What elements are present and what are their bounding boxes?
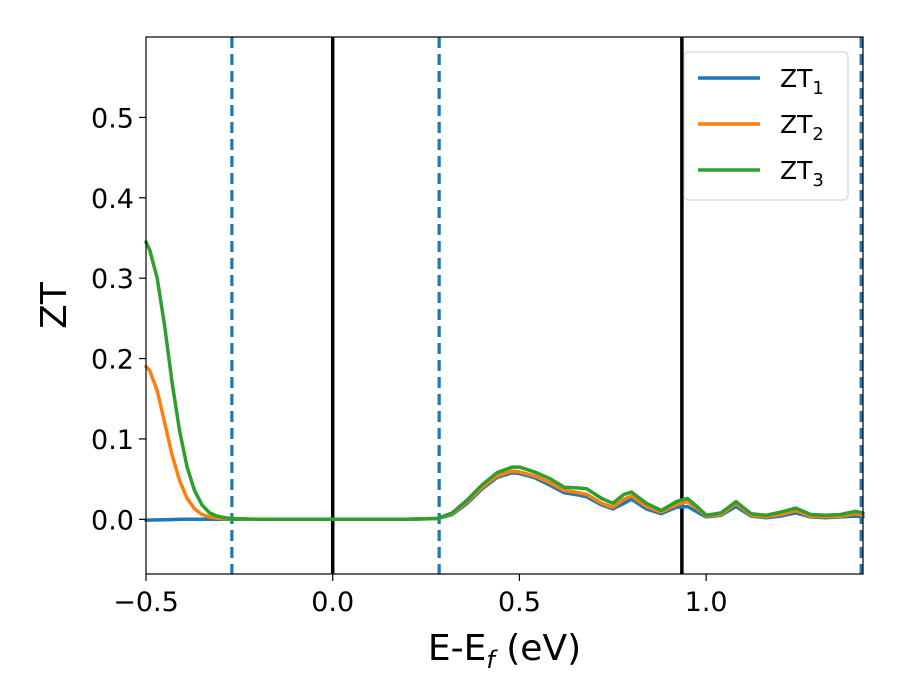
series-lines bbox=[144, 240, 865, 522]
y-axis: 0.0 0.1 0.2 0.3 0.4 0.5 bbox=[91, 103, 146, 536]
legend-label-3: ZT3 bbox=[780, 156, 824, 191]
x-tick-label: 0.0 bbox=[311, 587, 354, 618]
x-tick-label: 1.0 bbox=[685, 587, 728, 618]
plot-frame bbox=[145, 36, 864, 575]
x-axis: −0.5 0.0 0.5 1.0 bbox=[113, 574, 728, 618]
x-axis-label: E-Ef (eV) bbox=[428, 628, 581, 674]
y-tick-label: 0.1 bbox=[91, 425, 134, 456]
y-tick-label: 0.5 bbox=[91, 103, 134, 134]
series-line-2 bbox=[144, 364, 865, 522]
y-tick-label: 0.2 bbox=[91, 345, 134, 376]
x-tick-label: 0.5 bbox=[498, 587, 541, 618]
reference-lines bbox=[230, 37, 863, 574]
y-tick-label: 0.4 bbox=[91, 184, 134, 215]
legend-label-2: ZT2 bbox=[780, 110, 824, 145]
legend: ZT1 ZT2 ZT3 bbox=[683, 51, 849, 201]
x-tick-label: −0.5 bbox=[113, 587, 179, 618]
legend-label-1: ZT1 bbox=[780, 64, 824, 99]
series-line-3 bbox=[144, 240, 865, 522]
legend-box bbox=[683, 51, 849, 201]
y-axis-label: ZT bbox=[34, 281, 75, 329]
y-tick-label: 0.0 bbox=[91, 505, 134, 536]
y-tick-label: 0.3 bbox=[91, 264, 134, 295]
